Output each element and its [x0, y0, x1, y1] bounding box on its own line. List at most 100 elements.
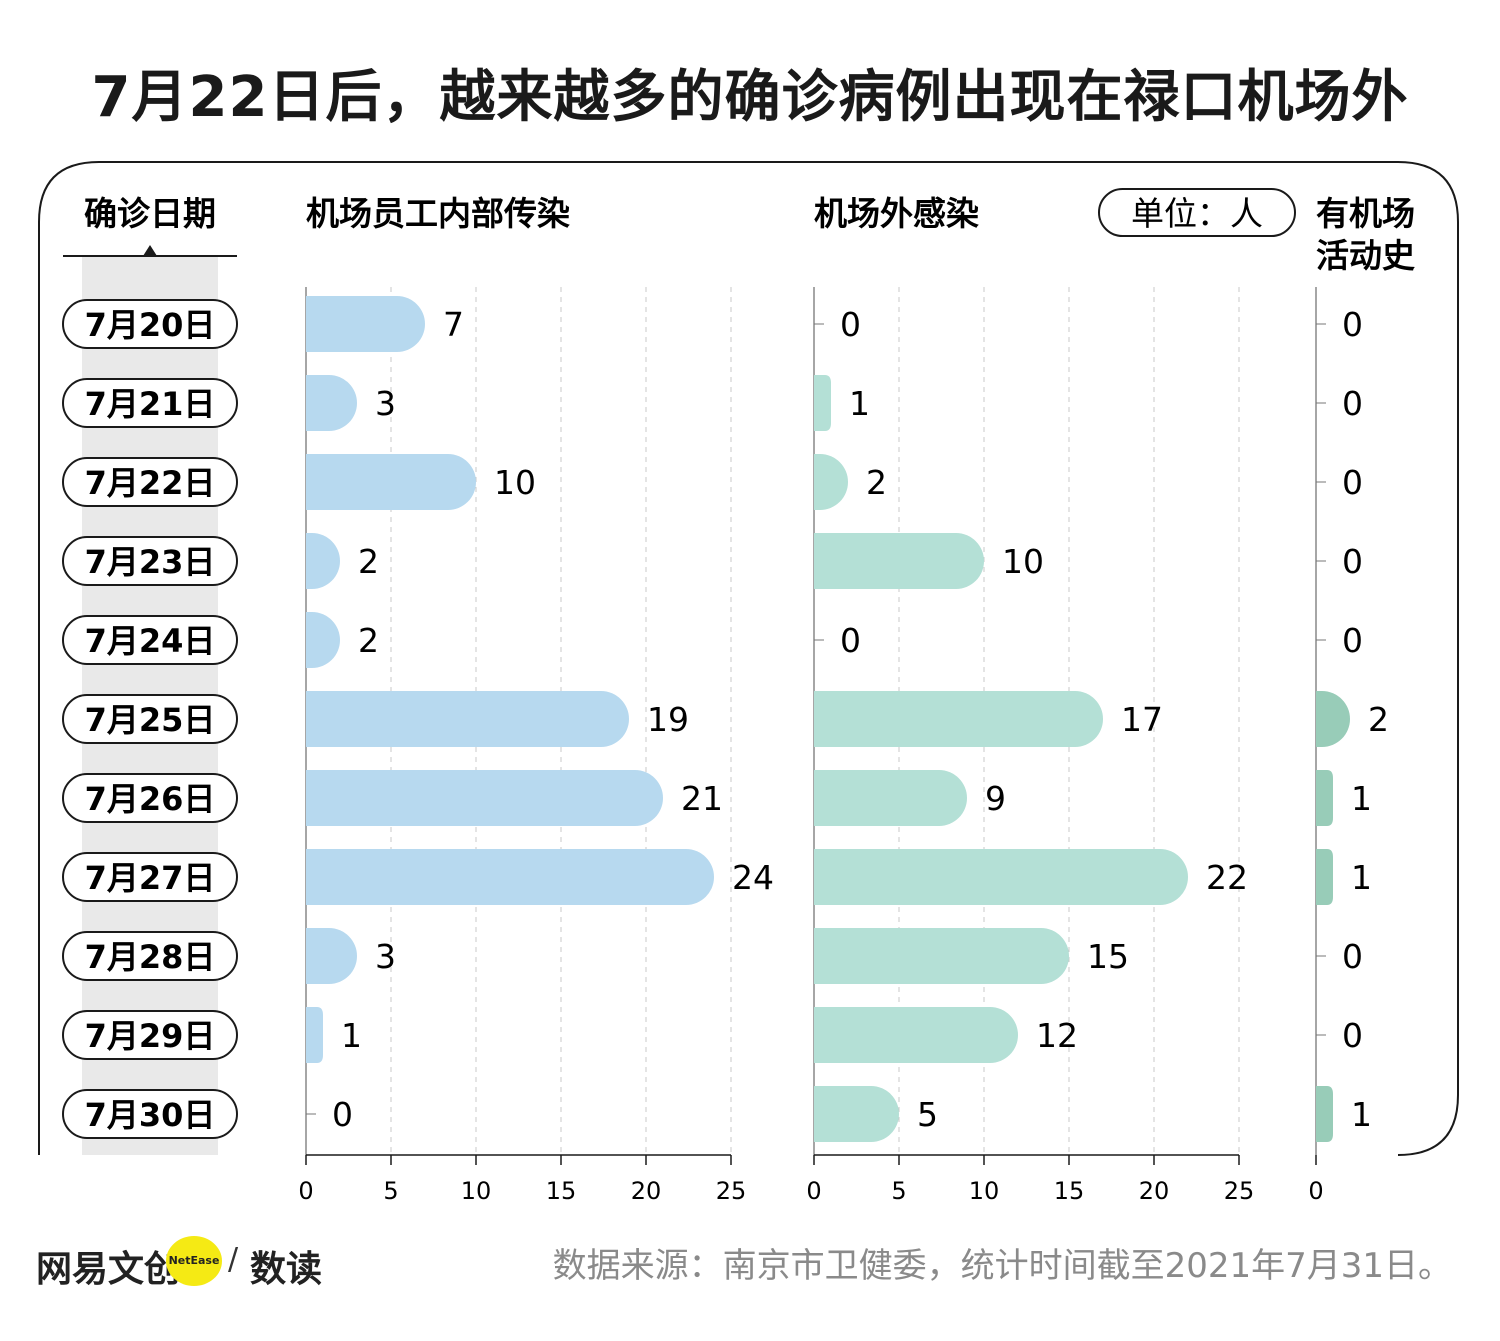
bar-outside-airport: [814, 691, 1103, 747]
brand-separator: /: [228, 1242, 239, 1277]
data-label-airport-history: 1: [1351, 858, 1372, 897]
bar-airport-staff: [306, 375, 357, 431]
bar-outside-airport: [814, 1007, 1018, 1063]
unit-badge: [1098, 188, 1296, 237]
date-pill: [62, 536, 238, 586]
date-pill: [62, 299, 238, 349]
date-pill: [62, 694, 238, 744]
bar-airport-staff: [306, 612, 340, 668]
data-label-airport-staff: 10: [494, 463, 536, 502]
category-label: 7月29日: [85, 1017, 216, 1055]
data-label-outside-airport: 15: [1087, 937, 1129, 976]
bar-airport-staff: [306, 533, 340, 589]
data-label-airport-staff: 3: [375, 384, 396, 423]
bar-airport-history: [1316, 849, 1333, 905]
x-tick-label-outside-airport: 5: [891, 1177, 906, 1205]
data-label-airport-staff: 0: [332, 1095, 353, 1134]
category-label: 7月21日: [85, 385, 216, 423]
data-label-airport-history: 1: [1351, 779, 1372, 818]
bar-airport-staff: [306, 1007, 323, 1063]
brand-column-name: 数读: [250, 1249, 323, 1290]
category-header: 确诊日期: [84, 194, 216, 233]
data-label-airport-history: 0: [1342, 1016, 1363, 1055]
data-label-airport-staff: 24: [732, 858, 774, 897]
data-label-outside-airport: 2: [866, 463, 887, 502]
date-pill: [62, 1010, 238, 1060]
brand-name: 网易文创: [36, 1249, 181, 1290]
date-header-pointer: [143, 245, 157, 256]
series-header-airport-history: 有机场活动史: [1316, 194, 1415, 275]
bar-outside-airport: [814, 533, 984, 589]
date-pill: [62, 378, 238, 428]
data-label-outside-airport: 0: [840, 305, 861, 344]
bar-outside-airport: [814, 1086, 899, 1142]
bar-outside-airport: [814, 770, 967, 826]
x-tick-label-airport-history: 0: [1308, 1177, 1323, 1205]
bar-outside-airport: [814, 849, 1188, 905]
brand-badge: NetEase: [166, 1236, 222, 1286]
data-label-outside-airport: 9: [985, 779, 1006, 818]
data-label-outside-airport: 12: [1036, 1016, 1078, 1055]
date-pill: [62, 457, 238, 507]
date-pill: [62, 852, 238, 902]
bar-outside-airport: [814, 454, 848, 510]
category-label: 7月20日: [85, 306, 216, 344]
data-label-outside-airport: 1: [849, 384, 870, 423]
data-label-airport-staff: 2: [358, 621, 379, 660]
category-label: 7月23日: [85, 543, 216, 581]
category-label: 7月28日: [85, 938, 216, 976]
data-label-airport-staff: 2: [358, 542, 379, 581]
bar-outside-airport: [814, 375, 831, 431]
x-tick-label-outside-airport: 25: [1224, 1177, 1255, 1205]
bar-airport-history: [1316, 770, 1333, 826]
bar-airport-staff: [306, 928, 357, 984]
bar-airport-staff: [306, 849, 714, 905]
data-label-airport-history: 1: [1351, 1095, 1372, 1134]
series-header-outside-airport: 机场外感染: [814, 194, 979, 233]
data-label-airport-history: 0: [1342, 463, 1363, 502]
category-label: 7月27日: [85, 859, 216, 897]
data-label-airport-history: 0: [1342, 542, 1363, 581]
data-label-airport-staff: 3: [375, 937, 396, 976]
data-label-airport-staff: 19: [647, 700, 689, 739]
x-tick-label-outside-airport: 10: [969, 1177, 1000, 1205]
data-label-outside-airport: 5: [917, 1095, 938, 1134]
date-pill: [62, 1089, 238, 1139]
date-pill: [62, 931, 238, 981]
bar-outside-airport: [814, 928, 1069, 984]
bar-airport-history: [1316, 691, 1350, 747]
chart-frame: [38, 161, 1459, 1156]
bar-airport-staff: [306, 691, 629, 747]
data-label-airport-history: 0: [1342, 305, 1363, 344]
category-label: 7月24日: [85, 622, 216, 660]
x-tick-label-airport-staff: 15: [546, 1177, 577, 1205]
unit-label: 单位：人: [1131, 194, 1263, 233]
data-label-outside-airport: 0: [840, 621, 861, 660]
x-tick-label-outside-airport: 20: [1139, 1177, 1170, 1205]
bar-airport-staff: [306, 296, 425, 352]
x-tick-label-airport-staff: 20: [631, 1177, 662, 1205]
x-tick-label-outside-airport: 0: [806, 1177, 821, 1205]
data-label-outside-airport: 10: [1002, 542, 1044, 581]
data-label-outside-airport: 17: [1121, 700, 1163, 739]
data-label-airport-history: 0: [1342, 621, 1363, 660]
bar-airport-staff: [306, 454, 476, 510]
x-tick-label-airport-staff: 0: [298, 1177, 313, 1205]
date-pill: [62, 615, 238, 665]
bar-airport-history: [1316, 1086, 1333, 1142]
data-label-airport-history: 0: [1342, 937, 1363, 976]
data-label-airport-staff: 7: [443, 305, 464, 344]
data-label-airport-staff: 21: [681, 779, 723, 818]
category-label: 7月30日: [85, 1096, 216, 1134]
x-tick-label-airport-staff: 25: [716, 1177, 747, 1205]
data-label-outside-airport: 22: [1206, 858, 1248, 897]
x-tick-label-airport-staff: 10: [461, 1177, 492, 1205]
data-label-airport-history: 0: [1342, 384, 1363, 423]
bar-airport-staff: [306, 770, 663, 826]
category-label: 7月26日: [85, 780, 216, 818]
data-label-airport-staff: 1: [341, 1016, 362, 1055]
chart-title: 7月22日后，越来越多的确诊病例出现在禄口机场外: [91, 65, 1409, 130]
data-source-note: 数据来源：南京市卫健委，统计时间截至2021年7月31日。: [552, 1246, 1452, 1286]
category-label: 7月25日: [85, 701, 216, 739]
